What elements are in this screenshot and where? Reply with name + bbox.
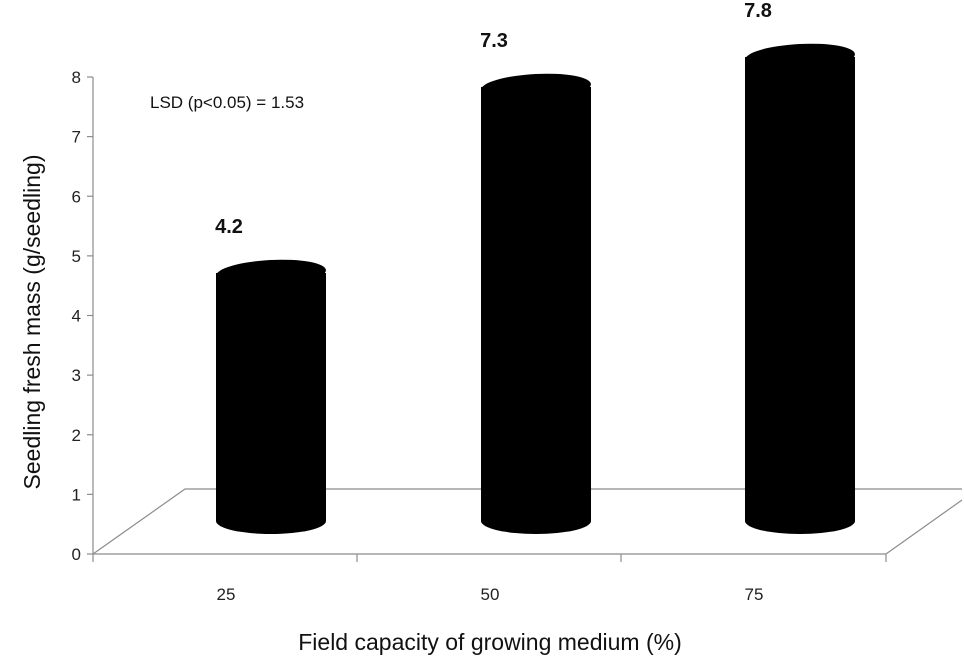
x-tick-label: 25 (217, 585, 236, 604)
bar-body (481, 87, 591, 534)
bar-body (745, 57, 855, 534)
x-axis-title: Field capacity of growing medium (%) (298, 629, 681, 655)
bar-75 (745, 43, 855, 534)
x-tick-label: 50 (481, 585, 500, 604)
data-labels: 4.2 7.3 7.8 (215, 0, 772, 238)
y-tick-labels: 0 1 2 3 4 5 6 7 8 (72, 68, 81, 564)
bar-top (481, 73, 591, 101)
y-tick-label: 2 (72, 426, 81, 445)
y-tick-label: 1 (72, 485, 81, 504)
x-tick-labels: 25 50 75 (217, 585, 764, 604)
y-axis-title: Seedling fresh mass (g/seedling) (19, 155, 45, 490)
y-tick-label: 0 (72, 545, 81, 564)
y-tick-label: 7 (72, 128, 81, 147)
bar-body (216, 273, 326, 534)
axes (87, 76, 887, 562)
bars (216, 43, 855, 534)
data-label: 7.3 (480, 30, 508, 52)
bar-25 (216, 259, 326, 534)
x-tick-label: 75 (745, 585, 764, 604)
floor-back-edge (92, 488, 962, 555)
data-label: 7.8 (744, 0, 772, 22)
y-tick-label: 3 (72, 366, 81, 385)
y-tick-label: 8 (72, 68, 81, 87)
lsd-annotation: LSD (p<0.05) = 1.53 (150, 93, 304, 112)
y-tick-label: 6 (72, 187, 81, 206)
bar-50 (481, 73, 591, 534)
y-tick-label: 5 (72, 247, 81, 266)
y-tick-label: 4 (72, 307, 81, 326)
bar-top (745, 43, 855, 71)
data-label: 4.2 (215, 216, 243, 238)
bar-top (216, 259, 326, 287)
